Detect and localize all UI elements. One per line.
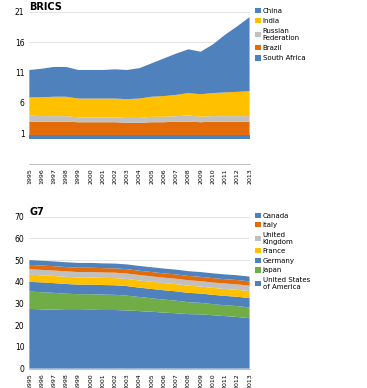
Text: G7: G7 — [29, 207, 44, 217]
Legend: Canada, Italy, United
Kingdom, France, Germany, Japan, United States
of America: Canada, Italy, United Kingdom, France, G… — [255, 213, 310, 290]
Legend: China, India, Russian
Federation, Brazil, South Africa: China, India, Russian Federation, Brazil… — [255, 7, 305, 61]
Text: BRICS: BRICS — [29, 2, 62, 12]
